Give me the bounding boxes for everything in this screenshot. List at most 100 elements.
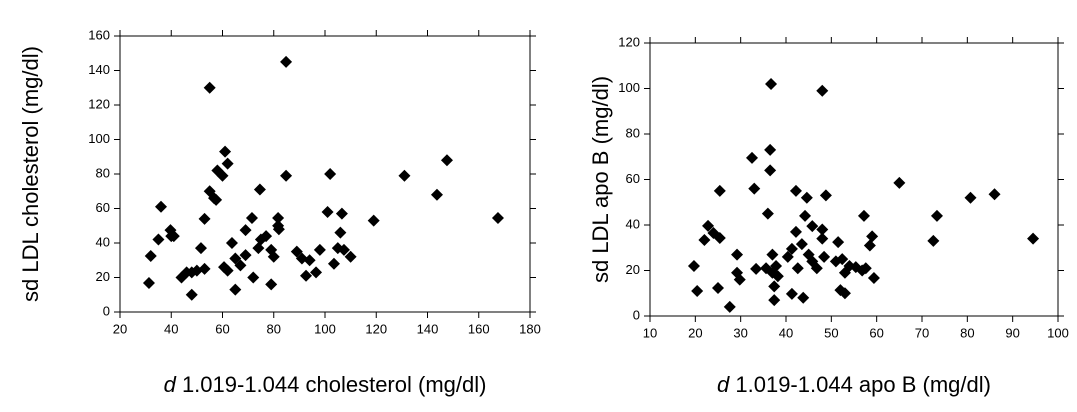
point — [836, 253, 849, 266]
point — [859, 262, 872, 275]
point — [337, 243, 350, 256]
point — [733, 273, 746, 286]
point — [765, 77, 778, 90]
y-tick-label: 20 — [626, 262, 640, 277]
x-tick-label: 20 — [688, 325, 702, 340]
y-tick-label: 120 — [618, 34, 640, 49]
point — [768, 294, 781, 307]
y-tick-label: 100 — [88, 131, 110, 146]
point — [802, 248, 815, 261]
point — [819, 189, 832, 202]
plot-frame — [649, 42, 1059, 317]
point — [280, 55, 293, 68]
point — [789, 225, 802, 238]
point — [324, 168, 337, 180]
x-tick-label: 70 — [915, 325, 929, 340]
y-tick-label: 40 — [626, 216, 640, 231]
point — [1027, 232, 1040, 245]
point — [185, 288, 198, 301]
y-tick-label: 80 — [96, 165, 110, 180]
x-tick-label: 60 — [215, 321, 229, 336]
x-axis-label-text: 1.019-1.044 apo B (mg/dl) — [735, 372, 991, 397]
point — [216, 169, 229, 182]
point — [310, 266, 323, 279]
point — [260, 230, 273, 243]
point — [832, 236, 845, 249]
point — [430, 188, 443, 201]
point — [893, 176, 906, 189]
point — [252, 242, 265, 255]
y-tick-label: 120 — [88, 96, 110, 111]
point — [723, 300, 736, 313]
point — [799, 209, 812, 222]
x-axis-label-text: 1.019-1.044 cholesterol (mg/dl) — [182, 372, 487, 397]
point — [225, 237, 238, 249]
y-tick-label: 0 — [633, 307, 640, 322]
point — [344, 250, 357, 263]
point — [698, 234, 711, 247]
y-tick-label: 40 — [96, 234, 110, 249]
point — [440, 154, 453, 167]
x-tick-label: 30 — [733, 325, 747, 340]
x-tick-label: 40 — [779, 325, 793, 340]
point — [313, 243, 326, 256]
point — [761, 207, 774, 220]
point — [789, 184, 802, 197]
point — [964, 191, 977, 204]
point — [771, 270, 784, 283]
point — [764, 143, 777, 156]
point — [713, 231, 726, 244]
point — [229, 283, 242, 296]
point — [702, 219, 715, 232]
point — [818, 250, 831, 263]
point — [267, 250, 280, 263]
point — [303, 254, 316, 267]
x-axis-label-prefix: d — [717, 372, 730, 397]
point — [691, 284, 704, 297]
point — [764, 164, 777, 177]
point — [198, 262, 211, 275]
point — [239, 224, 252, 237]
point — [265, 278, 278, 291]
point — [335, 207, 348, 220]
point — [806, 220, 819, 233]
x-tick-label: 40 — [164, 321, 178, 336]
x-tick-label: 60 — [869, 325, 883, 340]
y-axis-label: sd LDL apo B (mg/dl) — [588, 76, 613, 283]
y-tick-label: 100 — [618, 80, 640, 95]
point — [816, 232, 829, 245]
point — [766, 248, 779, 261]
point — [866, 230, 879, 243]
point — [491, 211, 504, 224]
x-tick-label: 50 — [824, 325, 838, 340]
point — [300, 269, 313, 282]
point — [927, 234, 940, 247]
point — [791, 262, 804, 275]
x-tick-label: 180 — [519, 321, 541, 336]
y-tick-label: 60 — [96, 200, 110, 215]
point — [398, 169, 411, 182]
y-tick-label: 60 — [626, 171, 640, 186]
point — [797, 291, 810, 304]
x-tick-label: 90 — [1005, 325, 1019, 340]
point — [334, 226, 347, 239]
point — [221, 264, 234, 277]
point — [144, 249, 157, 262]
point — [857, 209, 870, 222]
point — [167, 230, 180, 243]
point — [194, 242, 207, 255]
y-axis-label: sd LDL cholesterol (mg/dl) — [18, 46, 43, 302]
point — [272, 211, 285, 224]
point — [712, 282, 724, 295]
point — [142, 277, 155, 290]
x-axis-label: d 1.019-1.044 apo B (mg/dl) — [717, 372, 991, 397]
point — [838, 287, 851, 300]
point — [750, 262, 763, 275]
x-tick-label: 10 — [643, 325, 657, 340]
point — [770, 259, 783, 272]
point — [272, 223, 285, 236]
point — [785, 242, 798, 255]
point — [988, 188, 1001, 201]
point — [810, 262, 823, 275]
point — [327, 257, 340, 270]
